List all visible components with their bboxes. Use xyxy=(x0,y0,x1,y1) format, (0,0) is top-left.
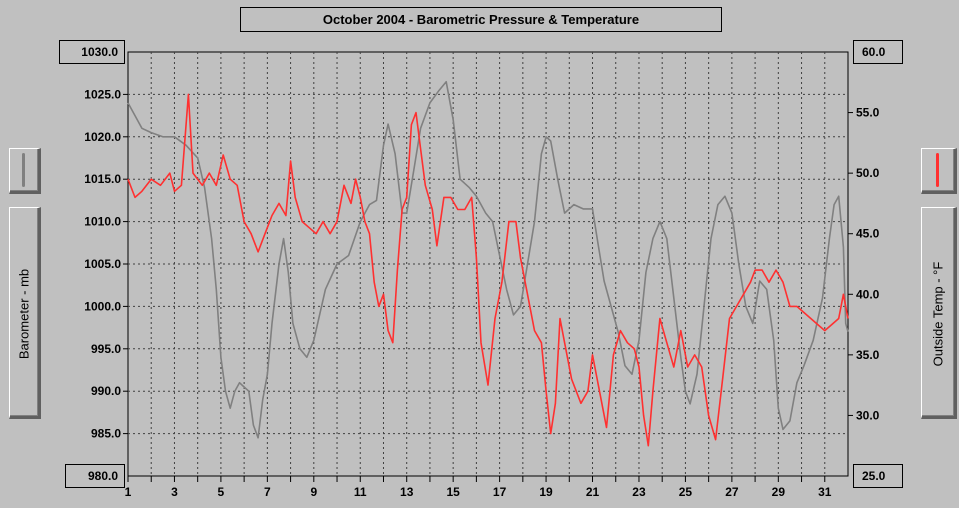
x-tick-label: 5 xyxy=(218,485,225,499)
x-tick-label: 21 xyxy=(586,485,600,499)
left-tick-label: 1005.0 xyxy=(84,257,121,271)
x-tick-label: 27 xyxy=(725,485,739,499)
x-tick-label: 3 xyxy=(171,485,178,499)
left-tick-label: 985.0 xyxy=(91,427,121,441)
left-tick-label: 1025.0 xyxy=(84,87,121,101)
left-axis-bottom-value: 980.0 xyxy=(65,464,125,488)
right-tick-label: 45.0 xyxy=(856,227,880,241)
right-axis-bottom-value: 25.0 xyxy=(853,464,903,488)
x-tick-label: 19 xyxy=(539,485,553,499)
temperature-legend-swatch xyxy=(921,148,957,194)
x-tick-label: 15 xyxy=(446,485,460,499)
left-tick-label: 1020.0 xyxy=(84,130,121,144)
left-tick-label: 995.0 xyxy=(91,342,121,356)
right-tick-label: 55.0 xyxy=(856,106,880,120)
temperature-axis-label-panel: Outside Temp - °F xyxy=(921,207,957,419)
series-lines xyxy=(127,80,849,447)
left-tick-label: 1000.0 xyxy=(84,299,121,313)
left-tick-label: 990.0 xyxy=(91,384,121,398)
x-tick-label: 29 xyxy=(772,485,786,499)
right-axis-top-value: 60.0 xyxy=(853,40,903,64)
right-tick-label: 40.0 xyxy=(856,287,880,301)
left-axis-ticks: 985.0 990.0 995.0 1000.0 1005.0 1010.0 1015.0 1… xyxy=(84,87,128,441)
x-tick-label: 1 xyxy=(125,485,132,499)
left-axis-top-value: 1030.0 xyxy=(59,40,125,64)
x-axis-ticks: 1 3 5 7 9 11 13 15 17 19 21 23 25 27 29 31 xyxy=(125,476,832,499)
right-tick-label: 30.0 xyxy=(856,408,880,422)
x-tick-label: 11 xyxy=(354,485,367,499)
x-tick-label: 17 xyxy=(493,485,507,499)
left-tick-label: 1015.0 xyxy=(84,172,121,186)
left-tick-label: 1010.0 xyxy=(84,215,121,229)
x-tick-label: 25 xyxy=(679,485,693,499)
barometer-legend-swatch xyxy=(9,148,41,194)
temperature-series-line xyxy=(127,93,849,447)
right-tick-label: 35.0 xyxy=(856,348,880,362)
right-tick-label: 50.0 xyxy=(856,166,880,180)
right-axis-ticks: 30.0 35.0 40.0 45.0 50.0 55.0 xyxy=(848,106,880,422)
x-tick-label: 23 xyxy=(632,485,646,499)
barometer-axis-label-panel: Barometer - mb xyxy=(9,207,41,419)
x-tick-label: 7 xyxy=(264,485,271,499)
x-tick-label: 31 xyxy=(818,485,832,499)
x-tick-label: 9 xyxy=(310,485,317,499)
x-tick-label: 13 xyxy=(400,485,414,499)
chart-title: October 2004 - Barometric Pressure & Tem… xyxy=(240,7,722,32)
